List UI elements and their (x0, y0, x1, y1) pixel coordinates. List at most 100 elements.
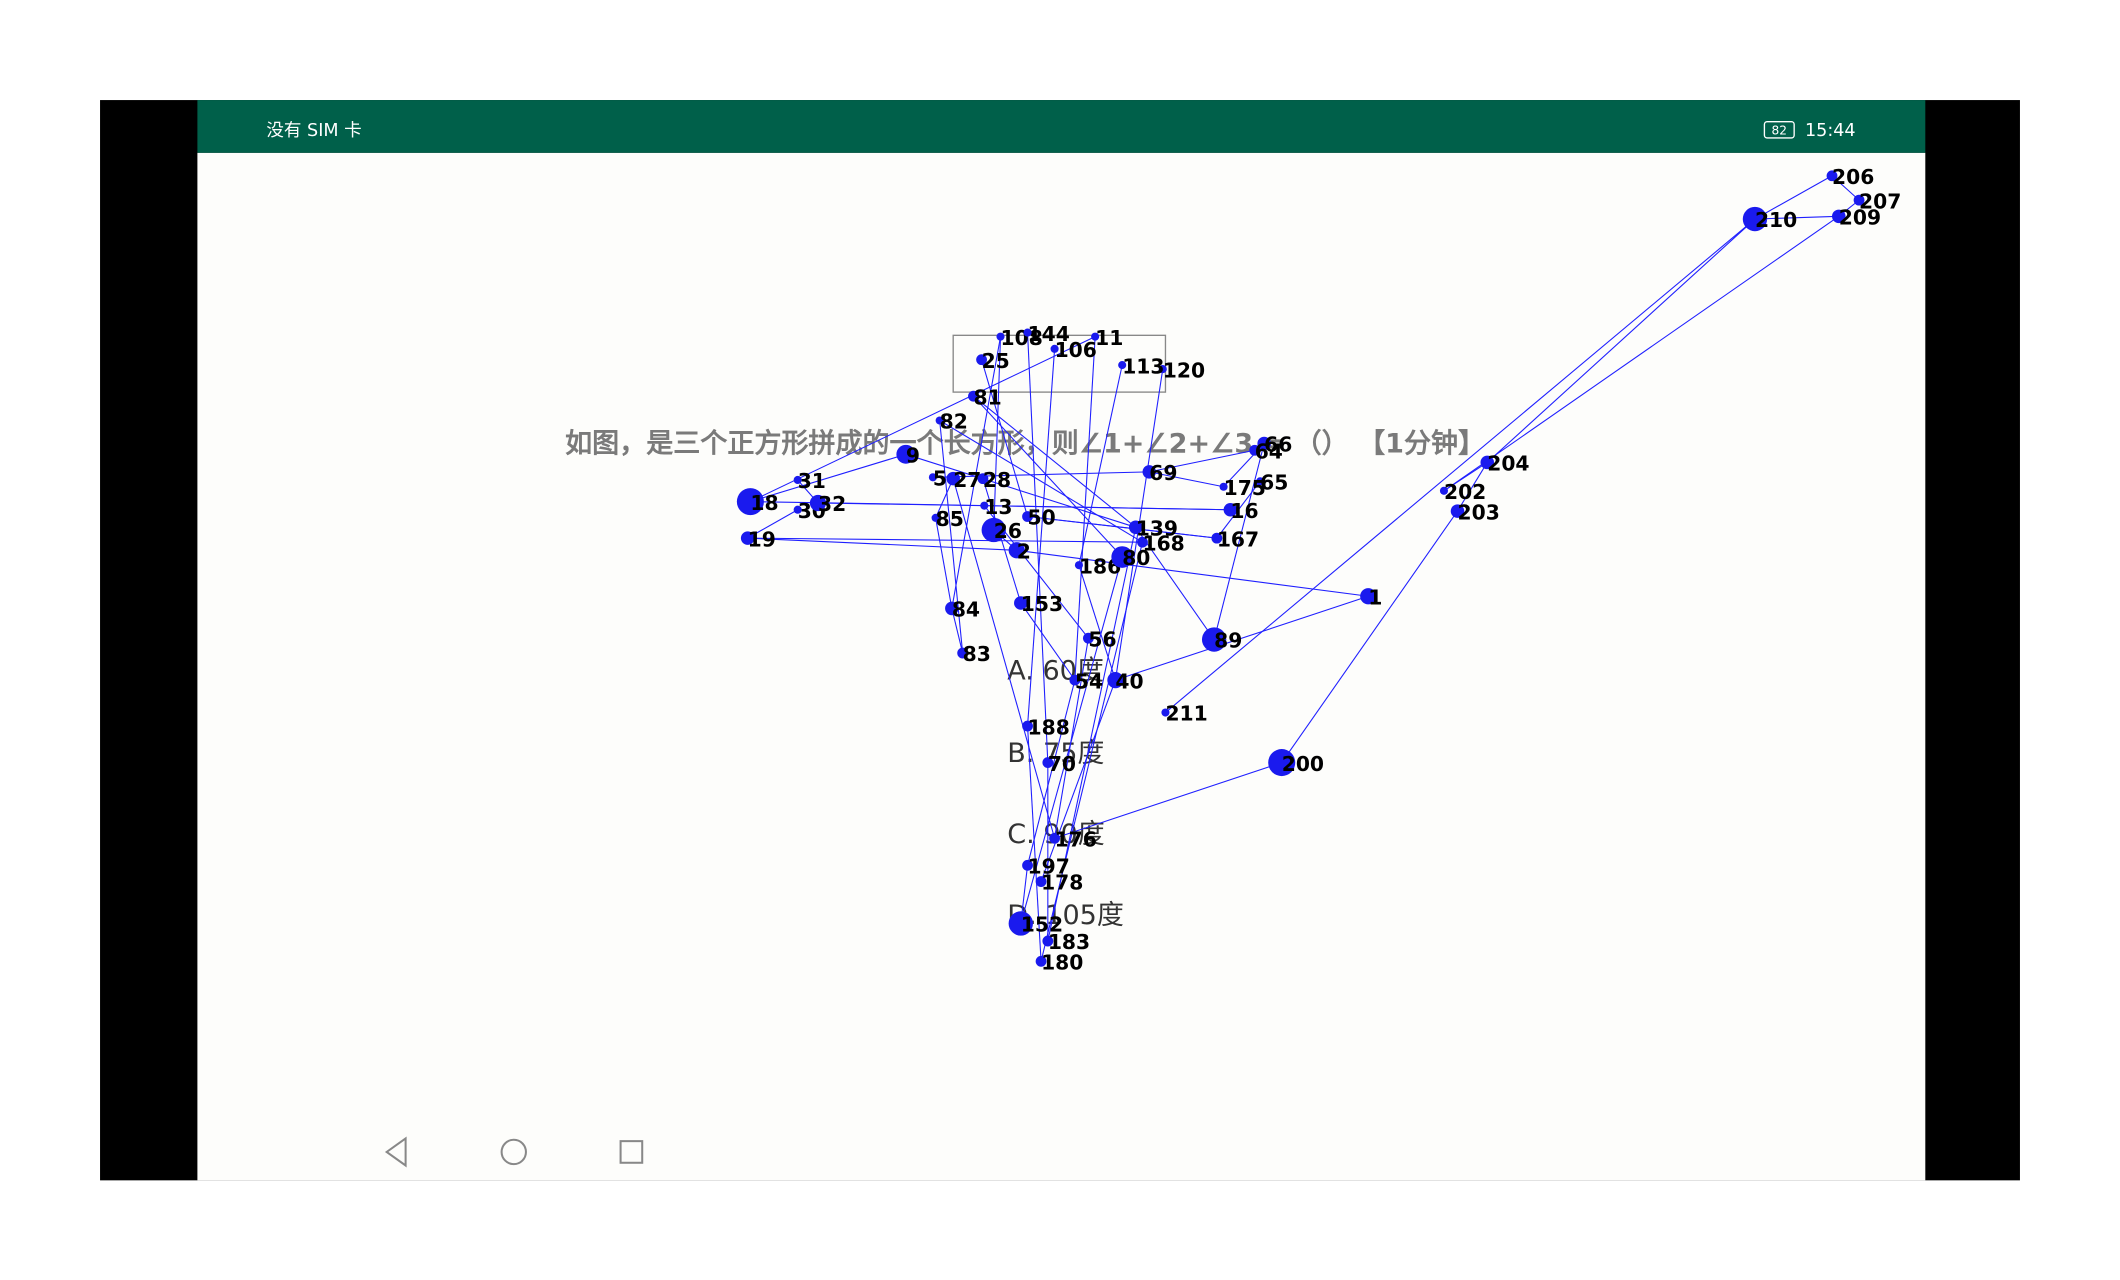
edge (1754, 175, 1833, 220)
node-label: 28 (983, 468, 1011, 492)
edge (1020, 602, 1076, 681)
edge (1027, 679, 1076, 866)
node-label: 211 (1165, 702, 1207, 726)
node (1014, 596, 1028, 610)
node (928, 473, 937, 482)
edge (952, 478, 1056, 839)
node (1742, 206, 1768, 232)
node-label: 210 (1755, 208, 1797, 232)
node (1035, 955, 1047, 967)
node (1074, 561, 1083, 570)
carrier: 没有 SIM 卡 (266, 121, 361, 141)
nav-recents[interactable] (619, 1140, 644, 1164)
edge (1027, 332, 1049, 763)
node (1832, 209, 1846, 224)
node (1826, 170, 1838, 182)
node-label: 54 (1075, 669, 1103, 693)
node (736, 488, 764, 516)
node (1223, 502, 1238, 517)
node-label: 139 (1136, 517, 1178, 541)
edge (932, 471, 1150, 478)
edge (747, 537, 1017, 551)
node-label: 209 (1839, 206, 1881, 230)
node (977, 473, 989, 485)
edge (993, 336, 1002, 531)
node (1111, 546, 1134, 568)
node-label: 66 (1264, 433, 1292, 457)
node (1480, 455, 1495, 470)
node-label: 70 (1048, 752, 1076, 776)
nav-home[interactable] (500, 1138, 527, 1166)
node-label: 175 (1224, 476, 1266, 500)
node-label: 204 (1487, 452, 1529, 476)
node-label: 64 (1255, 439, 1283, 463)
node (1219, 482, 1228, 491)
node (1256, 477, 1265, 486)
node-label: 11 (1095, 326, 1123, 350)
figure-outline (952, 334, 1167, 393)
node-label: 176 (1055, 827, 1097, 851)
edge (1135, 526, 1215, 640)
edge (750, 336, 1096, 503)
node (1158, 365, 1167, 374)
node (1118, 361, 1127, 370)
node-label: 1 (1368, 585, 1382, 609)
node-label: 32 (818, 492, 846, 516)
node-label: 40 (1115, 669, 1143, 693)
edge (1443, 215, 1840, 492)
node-label: 50 (1028, 506, 1056, 530)
edge (1281, 510, 1458, 763)
node (1128, 520, 1143, 535)
edge (1074, 336, 1096, 681)
node (980, 501, 989, 510)
node (946, 471, 960, 486)
node-label: 188 (1028, 715, 1070, 739)
node-label: 69 (1149, 461, 1177, 485)
node (981, 517, 1006, 543)
edge (1040, 679, 1116, 882)
edge (1020, 556, 1123, 924)
edge (939, 420, 1143, 543)
node-label: 168 (1142, 531, 1184, 555)
node (1008, 542, 1025, 559)
edge (1831, 175, 1860, 201)
status-bar (197, 100, 1926, 153)
node (1042, 757, 1054, 768)
node (1439, 486, 1449, 495)
node-label: 56 (1088, 627, 1116, 651)
node-label: 18 (750, 491, 778, 515)
node (809, 494, 827, 512)
edge (1115, 595, 1369, 681)
edge (750, 501, 1231, 511)
edge (1216, 481, 1261, 539)
edge (1027, 726, 1042, 962)
edge (1149, 449, 1255, 473)
node (896, 444, 916, 464)
edge (1149, 471, 1224, 488)
node-label: 120 (1163, 358, 1205, 382)
clock: 15:44 (1805, 121, 1856, 141)
node (1257, 436, 1271, 451)
node (1137, 536, 1148, 548)
edge (1165, 218, 1756, 713)
node-label: 113 (1122, 354, 1164, 378)
edge (1027, 515, 1217, 539)
node (1201, 627, 1227, 652)
edge (1016, 549, 1369, 597)
nav-back[interactable] (384, 1136, 407, 1168)
node-label: 82 (940, 410, 968, 434)
node (1022, 511, 1033, 522)
edge (1054, 638, 1089, 839)
node (793, 475, 802, 485)
node-label: 206 (1832, 165, 1874, 189)
edge (1457, 462, 1488, 512)
node-label: 26 (994, 519, 1022, 543)
node-label: 83 (963, 642, 991, 666)
graph-nodes: 2062072092102042022032112001896664651751… (736, 165, 1901, 975)
node-label: 144 (1028, 322, 1070, 346)
node (931, 513, 940, 522)
node (968, 390, 979, 402)
node (1268, 749, 1296, 777)
